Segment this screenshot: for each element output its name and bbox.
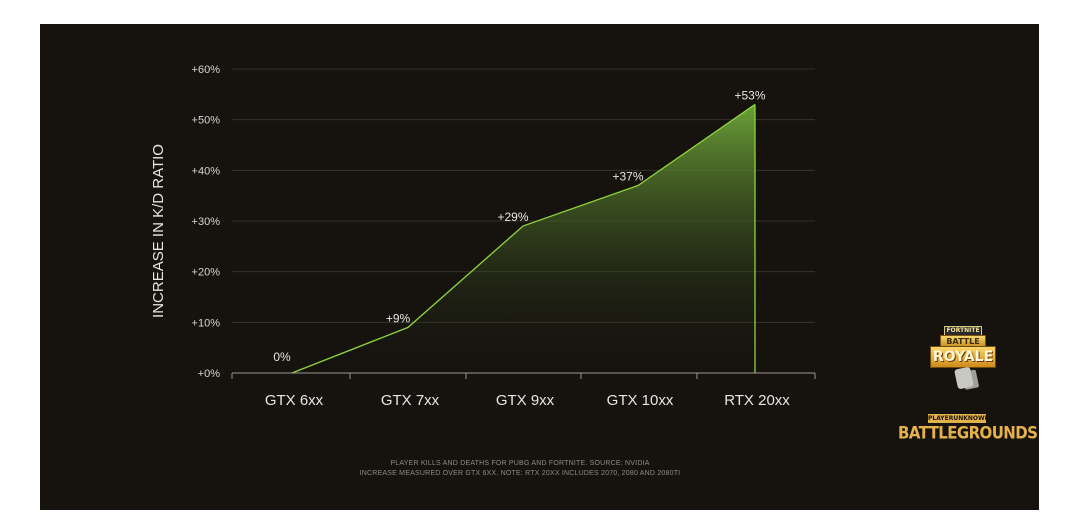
area-fill [292,104,755,373]
y-tick-label: +60% [192,64,221,76]
fortnite-battle-royale-logo: FORTNITE BATTLE ROYALE [926,326,998,398]
footnote-line-1: PLAYER KILLS AND DEATHS FOR PUBG AND FOR… [390,460,650,467]
y-tick-label: +40% [192,165,221,177]
y-tick-label: +20% [192,267,221,279]
y-tick-label: +0% [198,368,221,380]
data-label: +29% [497,210,528,224]
data-label: +9% [386,311,411,325]
data-labels: 0% +9% +29% +37% +53% [273,88,766,364]
x-axis [231,372,816,379]
x-tick-label: GTX 7xx [381,392,440,409]
dog-tags-icon [954,366,974,390]
y-tick-label: +50% [192,115,221,127]
data-label: +37% [612,170,643,184]
series-line [291,103,756,374]
data-label: +53% [734,88,765,102]
y-tick-labels: +0% +10% +20% +30% +40% +50% +60% [192,64,221,380]
x-tick-label: GTX 9xx [496,392,555,409]
x-tick-label: GTX 6xx [265,392,324,409]
pubg-logo-top-text: PLAYERUNKNOWN'S [928,414,996,423]
pubg-logo-main-text: BATTLEGROUNDS [898,422,1038,444]
area-series [291,103,756,374]
x-tick-labels: GTX 6xx GTX 7xx GTX 9xx GTX 10xx RTX 20xx [265,392,790,409]
footnote-line-2: INCREASE MEASURED OVER GTX 6XX. NOTE: RT… [359,470,681,477]
data-label: 0% [273,350,291,364]
chart-slide: +0% +10% +20% +30% +40% +50% +60% GTX 6xx GTX 7… [40,24,1039,510]
fortnite-logo-royale-text: ROYALE [930,346,996,368]
x-tick-label: RTX 20xx [724,392,790,409]
x-tick-label: GTX 10xx [607,392,674,409]
pubg-logo: PLAYERUNKNOWN'S BATTLEGROUNDS [898,414,1038,454]
y-tick-label: +10% [192,317,221,329]
k-d-ratio-chart: +0% +10% +20% +30% +40% +50% +60% GTX 6xx GTX 7… [150,64,816,409]
y-axis-label: INCREASE IN K/D RATIO [150,144,167,318]
y-tick-label: +30% [192,216,221,228]
